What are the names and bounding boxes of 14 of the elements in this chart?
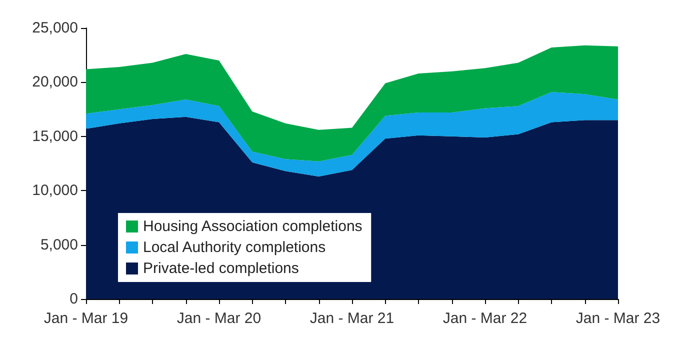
x-tick-label: Jan - Mar 23 xyxy=(576,310,660,327)
y-tick-label: 20,000 xyxy=(32,74,78,91)
legend-label: Local Authority completions xyxy=(143,239,326,256)
x-tick-label: Jan - Mar 19 xyxy=(44,310,128,327)
legend-label: Housing Association completions xyxy=(143,218,362,235)
y-tick-label: 15,000 xyxy=(32,128,78,145)
x-tick-label: Jan - Mar 20 xyxy=(176,310,262,327)
x-tick-label: Jan - Mar 21 xyxy=(310,310,394,327)
y-tick-label: 0 xyxy=(70,290,78,308)
y-tick-label: 10,000 xyxy=(32,182,78,200)
y-tick-label: 5,000 xyxy=(40,236,78,254)
legend-label: Private-led completions xyxy=(143,260,299,277)
x-tick-label: Jan - Mar 22 xyxy=(442,310,528,327)
y-tick-label: 25,000 xyxy=(32,20,78,36)
